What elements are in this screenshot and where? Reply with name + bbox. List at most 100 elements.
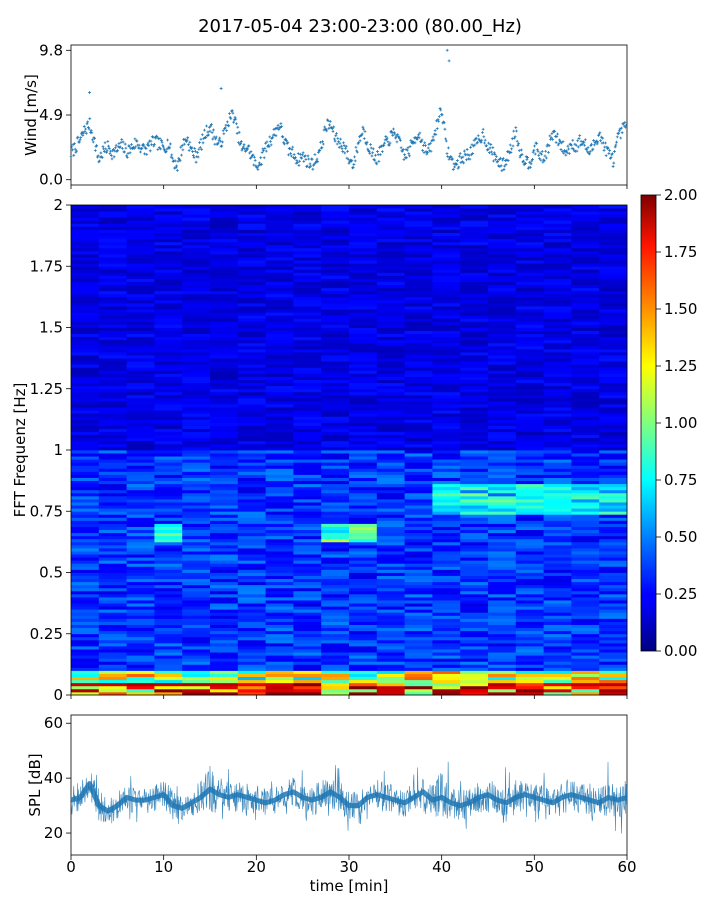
spectrogram-cell bbox=[599, 514, 628, 518]
spectrogram-cell bbox=[404, 471, 433, 475]
wind-point bbox=[109, 149, 113, 153]
spectrogram-cell bbox=[237, 287, 266, 292]
spectrogram-cell bbox=[154, 235, 183, 240]
spectrogram-cell bbox=[571, 281, 600, 286]
spectrogram-cell bbox=[599, 413, 628, 417]
spectrogram-cell bbox=[460, 590, 489, 595]
spectrogram-cell bbox=[265, 324, 294, 328]
spectrogram-cell bbox=[265, 551, 294, 555]
spectrogram-cell bbox=[126, 664, 155, 668]
wind-point bbox=[85, 122, 89, 126]
wind-point bbox=[426, 150, 429, 154]
spl-trace bbox=[70, 761, 628, 834]
wind-point bbox=[162, 147, 166, 151]
spectrogram-cell bbox=[71, 428, 100, 433]
wind-point bbox=[439, 108, 443, 112]
spectrogram-cell bbox=[182, 407, 211, 411]
wind-point bbox=[476, 134, 480, 138]
spectrogram-cell bbox=[71, 563, 100, 567]
wind-point bbox=[236, 125, 240, 129]
spectrogram-cell bbox=[571, 453, 600, 457]
spectrogram-cell bbox=[349, 391, 378, 396]
spectrogram-cell bbox=[432, 327, 461, 331]
spectrogram-cell bbox=[321, 425, 350, 429]
wind-point bbox=[225, 129, 229, 132]
spectrogram-cell bbox=[543, 468, 572, 472]
spectrogram-cell bbox=[543, 560, 572, 564]
spectrogram-cell bbox=[182, 670, 211, 674]
spectrogram-cell bbox=[515, 486, 544, 491]
spectrogram-cell bbox=[154, 618, 183, 622]
wind-x-axis bbox=[70, 185, 628, 189]
spectrogram-cell bbox=[154, 499, 183, 503]
spectrogram-cell bbox=[71, 391, 100, 396]
spectrogram-cell bbox=[599, 401, 628, 405]
spectrogram-cell bbox=[404, 569, 433, 573]
spectrogram-cell bbox=[293, 358, 322, 362]
spectrogram-cell bbox=[571, 247, 600, 252]
spectrogram-cell bbox=[293, 563, 322, 567]
wind-point bbox=[295, 159, 299, 162]
spectrogram-cell bbox=[71, 468, 100, 472]
spectrogram-cell bbox=[98, 220, 127, 224]
spectrogram-cell bbox=[432, 508, 461, 512]
spectrogram-cell bbox=[349, 584, 378, 589]
spectrogram-cell bbox=[460, 293, 489, 298]
spectrogram-cell bbox=[182, 241, 211, 246]
spectrogram-cell bbox=[321, 618, 350, 622]
spectrogram-cell bbox=[182, 205, 211, 209]
spectrogram-cell bbox=[432, 529, 461, 534]
wind-point bbox=[325, 129, 329, 133]
spectrogram-cell bbox=[98, 232, 127, 237]
wind-point bbox=[187, 143, 190, 147]
spectrogram-cell bbox=[126, 532, 155, 537]
spectrogram-cell bbox=[571, 560, 600, 564]
spectrogram-cell bbox=[376, 612, 405, 616]
spectrogram-cell bbox=[126, 361, 155, 365]
spectrogram-cell bbox=[349, 434, 378, 439]
wind-point bbox=[193, 146, 197, 150]
spectrogram-cell bbox=[265, 431, 294, 436]
spectrogram-cell bbox=[182, 342, 211, 347]
spectrogram-cell bbox=[599, 664, 628, 668]
wind-point bbox=[104, 147, 108, 151]
spectrogram-cell bbox=[488, 373, 517, 377]
spectrogram-cell bbox=[182, 299, 211, 304]
spectrogram-cell bbox=[98, 397, 127, 402]
spectrogram-cell bbox=[349, 376, 378, 380]
spectrogram-cell bbox=[126, 428, 155, 433]
wind-point bbox=[76, 135, 80, 139]
spectrogram-cell bbox=[349, 345, 378, 350]
spectrogram-cell bbox=[237, 670, 266, 674]
spectrogram-cell bbox=[515, 367, 544, 371]
spectrogram-cell bbox=[182, 584, 211, 589]
spectrogram-cell bbox=[404, 238, 433, 243]
wind-point bbox=[164, 150, 168, 153]
spectrogram-cell bbox=[237, 554, 266, 558]
spectrogram-cell bbox=[293, 471, 322, 475]
spectrogram-cell bbox=[349, 373, 378, 377]
spectrogram-cell bbox=[237, 278, 266, 282]
spectrogram-cell bbox=[154, 587, 183, 592]
spectrogram-cell bbox=[71, 229, 100, 233]
spectrogram-cell bbox=[265, 630, 294, 635]
spectrogram-cell bbox=[460, 563, 489, 567]
spectrogram-cell bbox=[182, 220, 211, 224]
spectrogram-cell bbox=[543, 278, 572, 282]
spectrogram-cell bbox=[571, 511, 600, 515]
spectrogram-cell bbox=[460, 229, 489, 233]
spectrogram-cell bbox=[571, 205, 600, 209]
spectrogram-cell bbox=[98, 560, 127, 564]
wind-point bbox=[358, 139, 362, 143]
spectrogram-cell bbox=[571, 477, 600, 482]
spectrogram-cell bbox=[182, 382, 211, 387]
spectrogram-cell bbox=[488, 511, 517, 515]
spectrogram-cell bbox=[265, 394, 294, 399]
spectrogram-cell bbox=[432, 630, 461, 635]
spectrogram-cell bbox=[126, 673, 155, 678]
spectrogram-cell bbox=[237, 303, 266, 307]
spectrogram-cell bbox=[460, 529, 489, 534]
spectrogram-cell bbox=[376, 489, 405, 494]
wind-point bbox=[408, 154, 411, 158]
